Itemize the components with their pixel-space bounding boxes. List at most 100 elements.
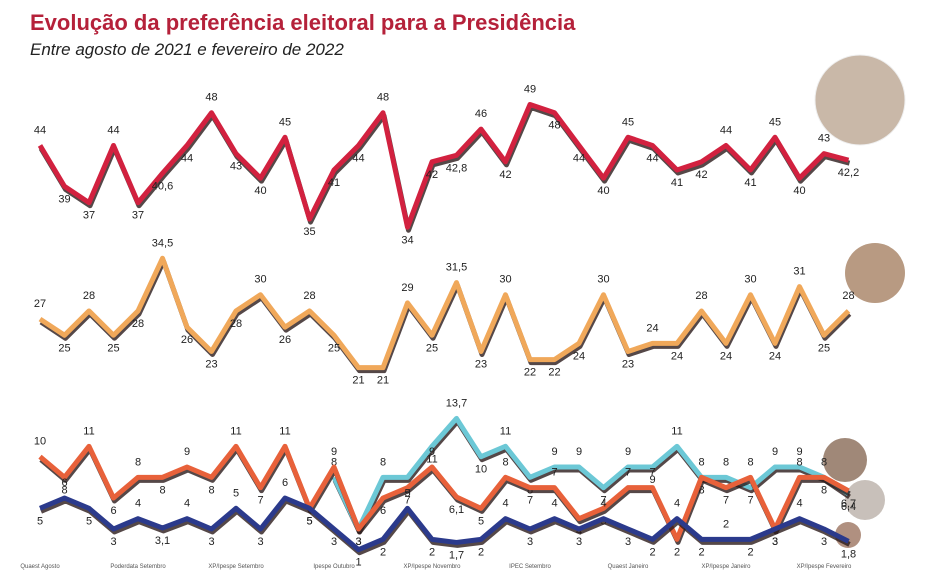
line [38,255,851,371]
value-label: 42,8 [446,162,467,174]
value-label: 1,7 [449,549,464,561]
value-label: 31 [793,266,805,278]
value-label: 6,7 [841,498,856,510]
value-label: 25 [58,342,70,354]
x-tick-label: XP/Ipespe Setembro [208,564,264,570]
value-label: 5 [233,487,239,499]
value-label: 40,6 [152,180,173,192]
value-label: 3 [110,536,116,548]
chart-subtitle: Entre agosto de 2021 e fevereiro de 2022 [30,40,344,59]
value-label: 44 [720,124,732,136]
value-label: 26 [181,334,193,346]
value-label: 8 [698,484,704,496]
value-label: 3 [576,536,582,548]
value-label: 43 [818,133,830,145]
value-label: 9 [625,446,631,458]
value-label: 46 [475,108,487,120]
value-label: 7 [600,495,606,507]
value-label: 40 [254,185,266,197]
value-label: 6,4 [841,501,856,513]
value-label: 3,1 [155,535,170,547]
value-label: 45 [279,116,291,128]
value-label: 44 [646,152,658,164]
value-label: 28 [230,318,242,330]
value-label: 11 [230,425,241,437]
value-label: 3 [257,536,263,548]
value-label: 42,2 [838,167,859,179]
value-label: 29 [401,282,413,294]
value-label: 5 [306,515,312,527]
value-label: 28 [132,318,144,330]
value-label: 8 [821,456,827,468]
line [331,415,850,532]
x-tick-label: Poderdata Setembro [110,564,166,570]
value-label: 7 [649,467,655,479]
value-label: 6 [110,505,116,517]
value-label: 35 [303,226,315,238]
value-label: 45 [769,116,781,128]
value-label: 11 [279,425,290,437]
value-label: 23 [205,358,217,370]
line [38,443,850,542]
value-label: 30 [597,274,609,286]
x-tick-label: Quaest Janeiro [608,564,649,570]
value-label: 44 [181,152,193,164]
portrait [823,438,867,482]
value-label: 5 [404,487,410,499]
x-tick-label: XP/Ipespe Fevereiro [797,564,852,570]
value-label: 1,8 [841,548,856,560]
value-label: 9 [576,446,582,458]
portrait [814,54,906,146]
value-label: 43 [230,161,242,173]
value-label: 7 [747,495,753,507]
value-label: 8 [796,456,802,468]
value-label: 31,5 [446,262,467,274]
value-label: 2 [478,546,484,558]
value-label: 6 [61,477,67,489]
value-label: 42 [426,169,438,181]
value-label: 9 [331,446,337,458]
value-label: 8 [135,456,141,468]
x-tick-label: IPEC Setembro [509,564,551,570]
value-label: 11 [671,425,682,437]
value-label: 21 [377,375,389,387]
value-label: 4 [796,498,802,510]
value-label: 2 [429,546,435,558]
value-label: 28 [303,290,315,302]
line-shadow [38,105,851,233]
value-label: 7 [551,467,557,479]
value-label: 8 [821,484,827,496]
value-label: 42 [499,169,511,181]
value-label: 5 [478,515,484,527]
value-label: 24 [720,350,732,362]
value-label: 23 [475,358,487,370]
value-label: 24 [646,322,658,334]
x-tick-label: XP/Ipespe Janeiro [701,564,751,570]
value-label: 25 [426,342,438,354]
value-label: 13,7 [446,397,467,409]
value-label: 25 [328,342,340,354]
value-label: 21 [352,375,364,387]
value-label: 24 [573,350,585,362]
value-label: 49 [524,84,536,96]
value-label: 4 [184,498,190,510]
value-label: 3 [821,536,827,548]
value-label: 2 [723,518,729,530]
value-label: 27 [34,298,46,310]
value-label: 44 [352,152,364,164]
value-label: 30 [744,274,756,286]
value-label: 42 [695,169,707,181]
value-label: 2 [380,546,386,558]
value-label: 30 [499,274,511,286]
portrait [845,480,885,520]
value-label: 24 [671,350,683,362]
value-label: 6 [282,477,288,489]
value-label: 8 [159,484,165,496]
value-label: 40 [597,185,609,197]
value-label: 11 [500,425,511,437]
value-label: 8 [747,456,753,468]
value-label: 22 [524,367,536,379]
value-label: 2 [674,546,680,558]
value-label: 41 [328,177,340,189]
value-label: 4 [600,498,606,510]
